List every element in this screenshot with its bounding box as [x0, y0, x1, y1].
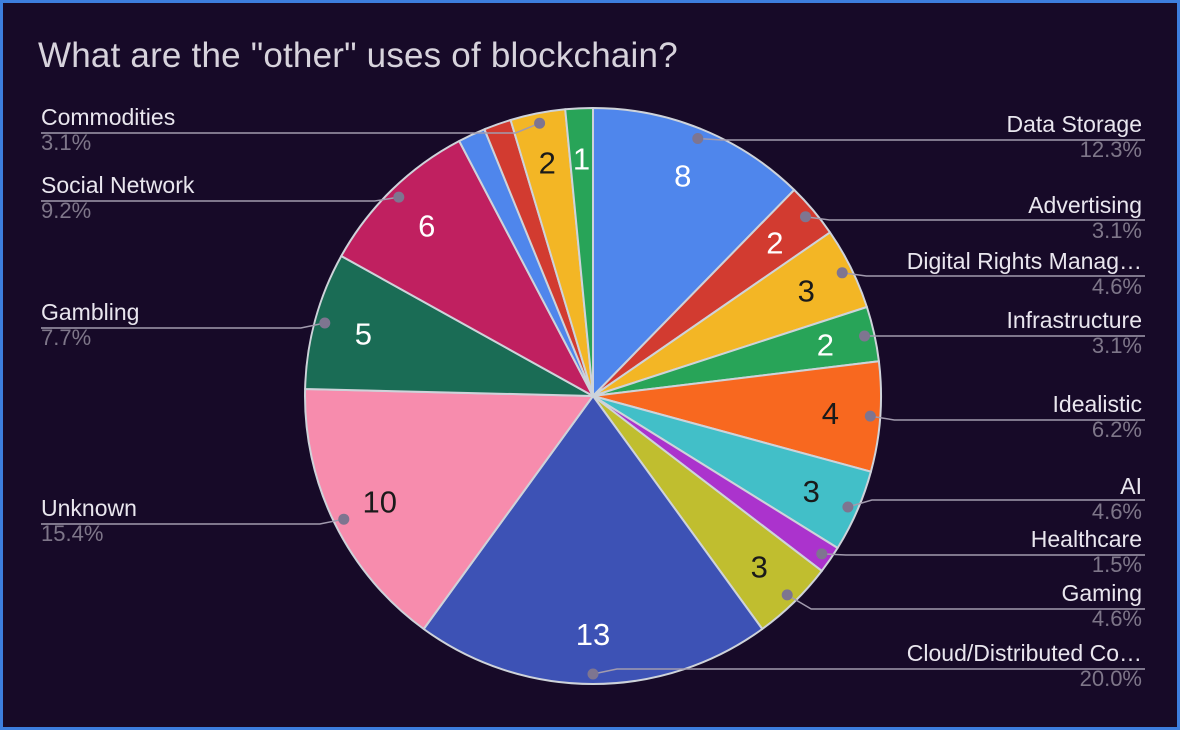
callout-healthcare: Healthcare 1.5% [1031, 526, 1142, 578]
callout-leader-line [41, 196, 399, 202]
callout-leader-line [870, 415, 1145, 421]
callout-label: Infrastructure [1006, 307, 1143, 333]
callout-dot [338, 513, 350, 525]
slice-value-label: 5 [355, 317, 372, 352]
callout-label: Advertising [1028, 192, 1142, 218]
callout-label: Healthcare [1030, 526, 1142, 552]
callout-social-network: Social Network 9.2% [41, 172, 194, 224]
callout-percent: 4.6% [1091, 606, 1142, 631]
callout-label: Commodities [41, 104, 176, 130]
callout-gambling: Gambling 7.7% [41, 299, 139, 351]
callout-percent: 9.2% [41, 198, 92, 223]
callout-dot [692, 133, 704, 144]
callout-label: Gambling [41, 299, 140, 325]
slice-value-label: 13 [576, 617, 610, 652]
callout-percent: 3.1% [1091, 333, 1142, 358]
callout-dot [859, 330, 870, 342]
callout-dot [781, 589, 793, 601]
callout-leader-line [592, 668, 1145, 675]
callout-dot [864, 410, 876, 422]
callout-digital-rights: Digital Rights Manag… 4.6% [907, 248, 1142, 300]
slice-value-label: 1 [573, 141, 590, 176]
callout-commodities: Commodities 3.1% [41, 104, 175, 156]
callout-label: Data Storage [1006, 111, 1142, 137]
callout-label: Digital Rights Manag… [906, 248, 1142, 274]
callout-dot [319, 317, 331, 329]
callout-cloud-distributed: Cloud/Distributed Co… 20.0% [907, 640, 1142, 692]
callout-unknown: Unknown 15.4% [41, 495, 137, 547]
callout-percent: 20.0% [1079, 666, 1142, 691]
callout-label: Cloud/Distributed Co… [906, 640, 1142, 666]
pie-slice-social-network[interactable] [340, 140, 594, 397]
callout-gaming: Gaming 4.6% [1061, 580, 1142, 632]
callout-infrastructure: Infrastructure 3.1% [1007, 307, 1143, 359]
callout-leader-line [697, 137, 1145, 141]
callout-dot [836, 267, 848, 279]
callout-percent: 7.7% [41, 325, 92, 350]
pie-slice-unlabeled[interactable] [564, 106, 594, 397]
callout-percent: 6.2% [1091, 417, 1142, 442]
callout-ai: AI 4.6% [1092, 473, 1142, 525]
callout-dot [816, 548, 828, 560]
callout-leader-line [847, 499, 1145, 508]
slice-value-label: 2 [766, 226, 783, 261]
pie-slice-cloud-distributed-co[interactable] [422, 395, 764, 686]
slice-value-label: 3 [751, 549, 768, 584]
callout-leader-line [842, 272, 1145, 277]
callout-leader-line [805, 215, 1145, 221]
callout-label: Unknown [41, 495, 137, 521]
slice-value-label: 10 [362, 485, 396, 520]
callout-dot [842, 501, 854, 513]
slice-value-label: 8 [674, 159, 691, 194]
slice-value-label: 3 [803, 474, 820, 509]
callout-percent: 15.4% [41, 521, 104, 546]
callout-leader-line [41, 322, 325, 329]
callout-dot [587, 668, 599, 680]
chart-title: What are the "other" uses of blockchain? [38, 36, 678, 75]
callout-dot [800, 211, 811, 223]
callout-label: Idealistic [1052, 391, 1142, 417]
callout-dot [534, 117, 546, 129]
callout-advertising: Advertising 3.1% [1028, 192, 1142, 244]
pie-slice-gambling[interactable] [304, 255, 594, 397]
callout-leader-line [41, 122, 540, 134]
callout-leader-line [821, 553, 1145, 556]
callout-label: AI [1120, 473, 1142, 499]
slice-value-label: 2 [817, 328, 834, 363]
callout-label: Social Network [41, 172, 195, 198]
callout-percent: 4.6% [1091, 499, 1142, 524]
callout-leader-line [41, 518, 344, 525]
pie-slice-unknown[interactable] [304, 388, 594, 630]
callout-label: Gaming [1061, 580, 1142, 606]
callout-percent: 4.6% [1091, 274, 1142, 299]
callout-percent: 3.1% [41, 130, 92, 155]
callout-dot [393, 191, 405, 203]
callout-idealistic: Idealistic 6.2% [1053, 391, 1142, 443]
callout-percent: 1.5% [1091, 552, 1142, 577]
callout-percent: 3.1% [1091, 218, 1142, 243]
pie-slice-data-storage[interactable] [592, 107, 796, 397]
callout-percent: 12.3% [1079, 137, 1142, 162]
slice-value-label: 6 [418, 209, 435, 244]
slice-value-label: 2 [539, 145, 556, 180]
callout-leader-line [786, 594, 1145, 610]
callout-data-storage: Data Storage 12.3% [1006, 111, 1142, 163]
slice-value-label: 3 [798, 274, 815, 309]
slice-value-label: 4 [822, 396, 839, 431]
